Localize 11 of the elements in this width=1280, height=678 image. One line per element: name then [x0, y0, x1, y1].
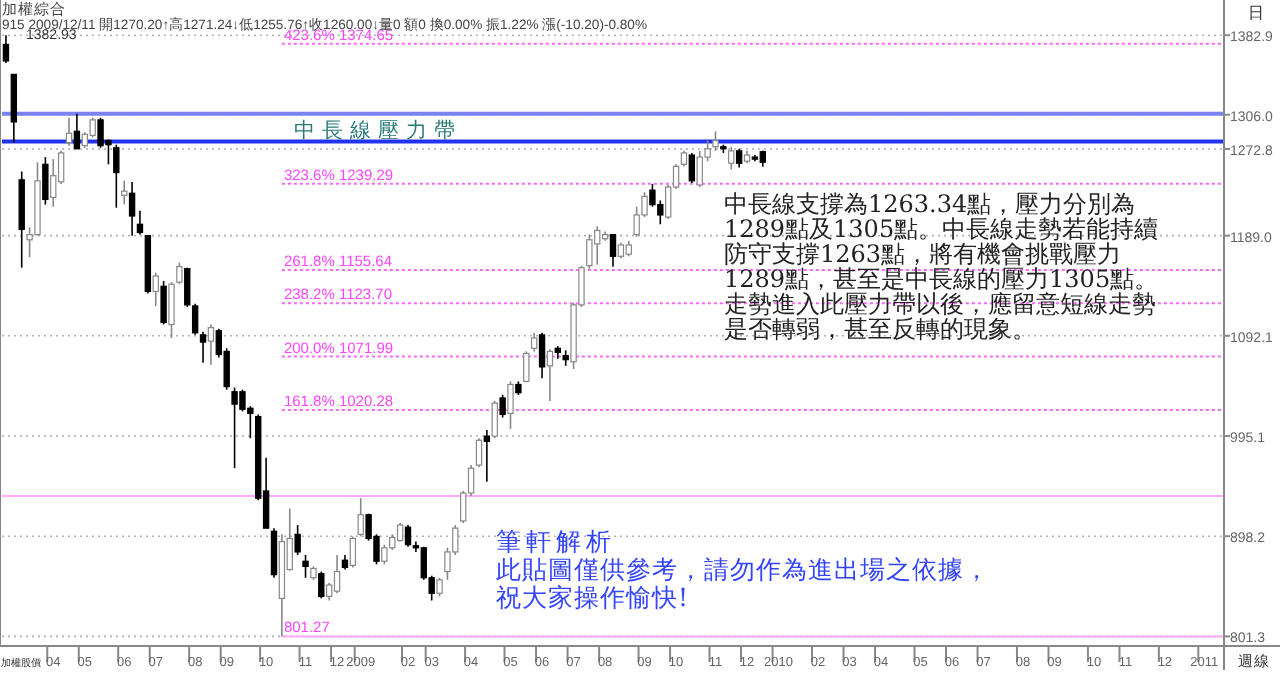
annotation: 筆軒解析	[496, 526, 616, 556]
annotation: 是否轉弱，甚至反轉的現象。	[724, 315, 1036, 343]
annotation: 祝大家操作愉快!	[496, 582, 689, 612]
annotation: 防守支撐1263點，將有機會挑戰壓力	[724, 240, 1122, 268]
text: 日	[1248, 4, 1264, 22]
annotation: 走勢進入此壓力帶以後，應留意短線走勢	[724, 290, 1156, 318]
annotation: 1289點及1305點。中長線走勢若能持續	[724, 215, 1159, 243]
annotation: 1289點，甚至是中長線的壓力1305點。	[724, 265, 1159, 293]
annotation: 中長線壓力帶	[294, 116, 462, 143]
annotation: 此貼圖僅供參考，請勿作為進出場之依據，	[496, 554, 990, 584]
annotation: 中長線支撐為1263.34點，壓力分別為	[724, 190, 1136, 218]
